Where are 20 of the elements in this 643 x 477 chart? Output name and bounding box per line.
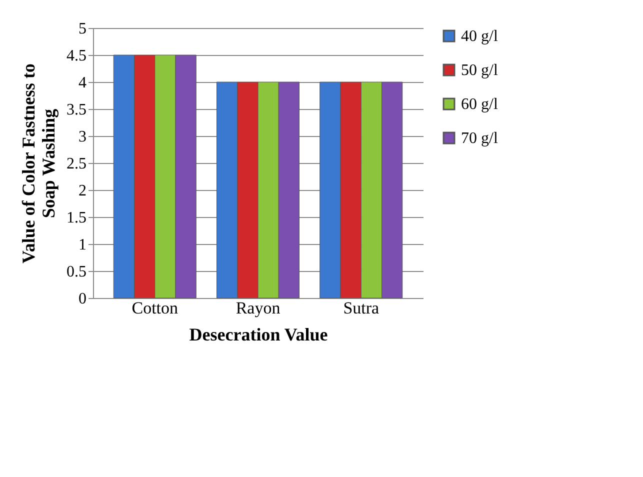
x-tick-label: Sutra bbox=[343, 298, 380, 318]
y-tick-label: 1.5 bbox=[66, 210, 86, 226]
y-tick-label: 5 bbox=[78, 20, 86, 38]
y-tick-label: 4 bbox=[78, 74, 86, 92]
y-tick-label: 2.5 bbox=[66, 156, 86, 172]
legend-label: 40 g/l bbox=[461, 28, 498, 45]
y-tick-label: 0 bbox=[78, 290, 86, 308]
y-tick-label: 1 bbox=[78, 236, 86, 254]
y-tick-label: 0.5 bbox=[66, 264, 86, 280]
y-tick-label: 2 bbox=[78, 182, 86, 200]
y-tick-label: 4.5 bbox=[66, 48, 86, 64]
y-tick-label: 3.5 bbox=[66, 102, 86, 118]
legend-label: 70 g/l bbox=[461, 130, 498, 147]
x-axis-title: Desecration Value bbox=[189, 324, 328, 344]
legend-label: 50 g/l bbox=[461, 62, 498, 79]
x-tick-label: Rayon bbox=[236, 298, 281, 318]
y-tick-label: 3 bbox=[78, 128, 86, 146]
legend-label: 60 g/l bbox=[461, 96, 498, 113]
x-tick-label: Cotton bbox=[132, 298, 179, 318]
y-axis-title: Value of Color Fastness to Soap Washing bbox=[18, 63, 58, 264]
